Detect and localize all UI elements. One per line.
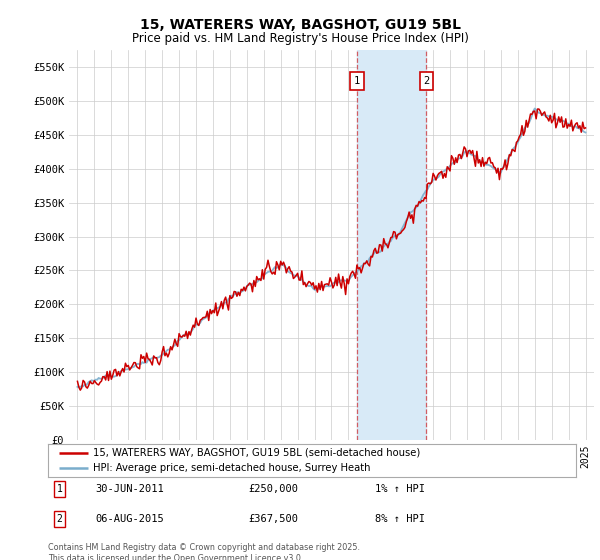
Text: 1: 1 xyxy=(354,76,360,86)
Text: 30-JUN-2011: 30-JUN-2011 xyxy=(95,484,164,494)
Text: 1: 1 xyxy=(56,484,62,494)
Text: 2: 2 xyxy=(56,515,62,524)
Text: Price paid vs. HM Land Registry's House Price Index (HPI): Price paid vs. HM Land Registry's House … xyxy=(131,31,469,45)
Bar xyxy=(357,50,427,440)
Text: 2: 2 xyxy=(423,76,430,86)
Text: 06-AUG-2015: 06-AUG-2015 xyxy=(95,515,164,524)
Text: 15, WATERERS WAY, BAGSHOT, GU19 5BL (semi-detached house): 15, WATERERS WAY, BAGSHOT, GU19 5BL (sem… xyxy=(93,447,420,458)
Text: Contains HM Land Registry data © Crown copyright and database right 2025.
This d: Contains HM Land Registry data © Crown c… xyxy=(48,543,360,560)
Text: 1% ↑ HPI: 1% ↑ HPI xyxy=(376,484,425,494)
Text: £367,500: £367,500 xyxy=(248,515,299,524)
Text: 8% ↑ HPI: 8% ↑ HPI xyxy=(376,515,425,524)
Text: HPI: Average price, semi-detached house, Surrey Heath: HPI: Average price, semi-detached house,… xyxy=(93,463,370,473)
Text: 15, WATERERS WAY, BAGSHOT, GU19 5BL: 15, WATERERS WAY, BAGSHOT, GU19 5BL xyxy=(139,18,461,32)
Text: £250,000: £250,000 xyxy=(248,484,299,494)
